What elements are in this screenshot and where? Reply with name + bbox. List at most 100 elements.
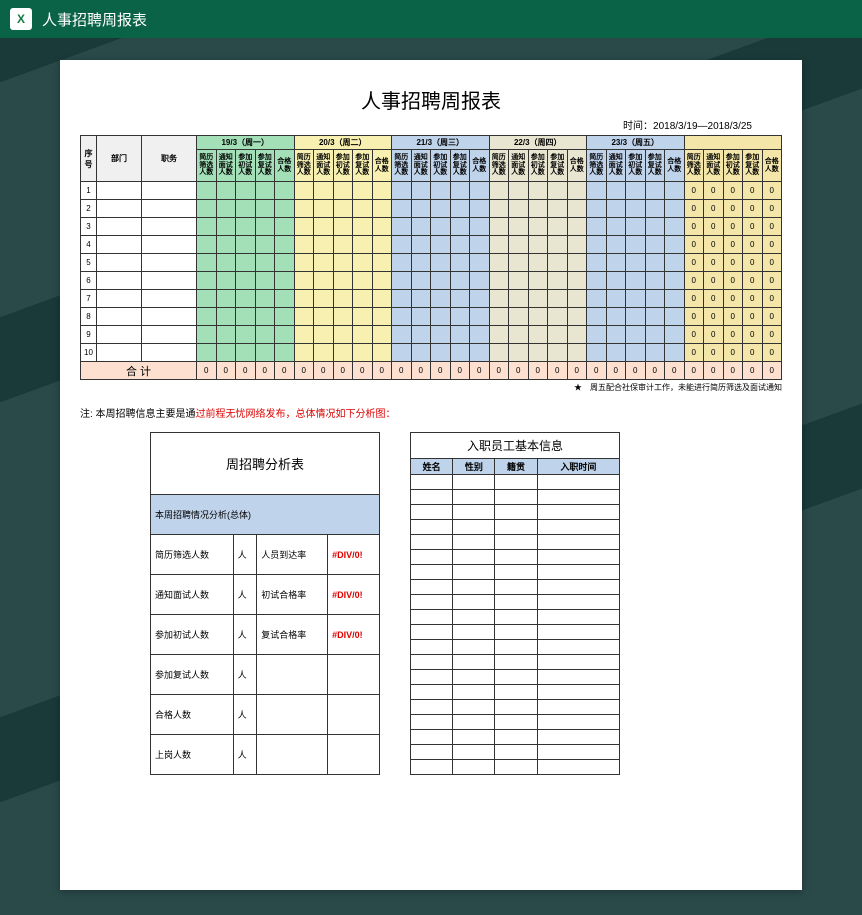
emp-cell (495, 760, 537, 775)
emp-cell (495, 610, 537, 625)
titlebar: X 人事招聘周报表 (0, 0, 862, 38)
analysis-cell: 人 (233, 615, 257, 655)
data-cell (236, 218, 256, 236)
sub-hdr: 合格人数 (567, 150, 587, 182)
emp-cell (453, 655, 495, 670)
data-cell (197, 218, 217, 236)
data-cell (626, 182, 646, 200)
app-title: 人事招聘周报表 (42, 9, 147, 30)
data-cell (567, 326, 587, 344)
data-cell (431, 182, 451, 200)
main-table-head: 序号 部门 职务 19/3（周一） 20/3（周二） 21/3（周三） 22/3… (81, 136, 782, 182)
sub-hdr: 简历筛选人数 (489, 150, 509, 182)
data-cell (333, 236, 353, 254)
data-cell (372, 218, 392, 236)
emp-table: 入职员工基本信息 姓名性别籍贯入职时间 (410, 432, 620, 775)
data-cell (333, 344, 353, 362)
emp-cell (537, 700, 619, 715)
data-cell: 0 (704, 308, 724, 326)
analysis-row: 上岗人数人 (151, 734, 380, 774)
emp-cell (495, 580, 537, 595)
sub-hdr: 参加初试人数 (333, 150, 353, 182)
data-cell (353, 290, 373, 308)
data-cell (353, 344, 373, 362)
data-cell: 0 (743, 254, 763, 272)
sub-hdr: 通知面试人数 (704, 150, 724, 182)
data-cell: 0 (704, 272, 724, 290)
data-cell (392, 182, 412, 200)
data-cell (606, 308, 626, 326)
emp-cell (411, 610, 453, 625)
totals-cell: 0 (704, 362, 724, 380)
data-cell (567, 272, 587, 290)
data-cell (645, 344, 665, 362)
emp-cell (495, 520, 537, 535)
data-cell: 0 (762, 218, 782, 236)
sub-hdr: 参加复试人数 (450, 150, 470, 182)
emp-hdr: 姓名 (411, 459, 453, 475)
data-cell (548, 200, 568, 218)
sub-hdr: 参加复试人数 (548, 150, 568, 182)
data-cell (450, 236, 470, 254)
data-cell (275, 236, 295, 254)
data-cell: 0 (684, 254, 704, 272)
data-cell: 0 (723, 326, 743, 344)
data-cell (489, 344, 509, 362)
emp-cell (453, 505, 495, 520)
data-cell (606, 272, 626, 290)
data-cell (216, 182, 236, 200)
emp-cell (537, 535, 619, 550)
data-cell (372, 290, 392, 308)
data-cell (333, 272, 353, 290)
data-cell: 0 (684, 236, 704, 254)
data-cell (645, 236, 665, 254)
analysis-cell: 合格人数 (151, 695, 234, 735)
data-cell (411, 254, 431, 272)
sub-hdr: 合格人数 (665, 150, 685, 182)
data-cell (489, 236, 509, 254)
dept-cell (97, 290, 142, 308)
data-cell (470, 344, 490, 362)
data-cell (626, 326, 646, 344)
data-cell: 0 (723, 218, 743, 236)
emp-cell (495, 670, 537, 685)
day-hdr-4: 23/3（周五） (587, 136, 685, 150)
totals-cell: 0 (489, 362, 509, 380)
data-cell (509, 290, 529, 308)
analysis-cell: 人 (233, 535, 257, 575)
data-cell (587, 308, 607, 326)
data-cell (665, 236, 685, 254)
data-cell (236, 200, 256, 218)
emp-cell (537, 745, 619, 760)
data-cell (587, 200, 607, 218)
totals-cell: 0 (723, 362, 743, 380)
emp-cell (453, 640, 495, 655)
emp-cell (495, 745, 537, 760)
data-cell (626, 308, 646, 326)
job-cell (142, 200, 197, 218)
data-cell (197, 344, 217, 362)
emp-cell (495, 730, 537, 745)
data-cell (665, 308, 685, 326)
data-cell (587, 272, 607, 290)
hdr-job: 职务 (142, 136, 197, 182)
data-cell (216, 236, 236, 254)
data-cell (470, 308, 490, 326)
data-cell (450, 272, 470, 290)
data-cell (236, 326, 256, 344)
data-cell (236, 254, 256, 272)
data-cell: 0 (723, 344, 743, 362)
analysis-cell (257, 655, 328, 695)
data-cell: 0 (723, 254, 743, 272)
data-cell (548, 326, 568, 344)
emp-cell (453, 565, 495, 580)
data-cell (626, 218, 646, 236)
main-table: 序号 部门 职务 19/3（周一） 20/3（周二） 21/3（周三） 22/3… (80, 135, 782, 380)
analysis-subtitle: 本周招聘情况分析(总体) (151, 495, 380, 535)
emp-cell (537, 490, 619, 505)
emp-cell (453, 475, 495, 490)
data-cell (470, 254, 490, 272)
totals-cell: 0 (587, 362, 607, 380)
emp-cell (495, 685, 537, 700)
data-cell (509, 344, 529, 362)
